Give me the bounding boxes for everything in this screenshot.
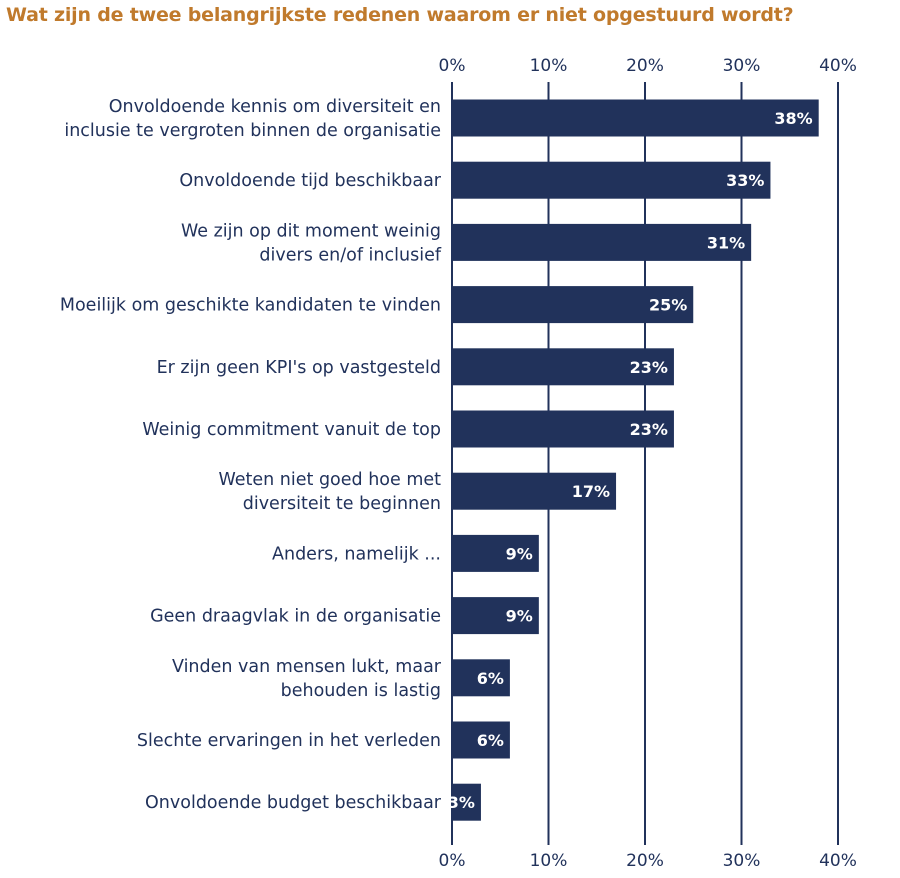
x-tick-label-bottom: 0% bbox=[439, 851, 466, 871]
category-label: Onvoldoende budget beschikbaar bbox=[145, 793, 442, 813]
x-tick-label-bottom: 10% bbox=[530, 851, 568, 871]
x-tick-label-top: 40% bbox=[819, 56, 857, 76]
category-label: Onvoldoende kennis om diversiteit en bbox=[109, 97, 441, 117]
category-label: Onvoldoende tijd beschikbaar bbox=[179, 171, 441, 191]
bar-value-label: 33% bbox=[726, 171, 764, 190]
category-label: inclusie te vergroten binnen de organisa… bbox=[64, 121, 441, 141]
bar bbox=[452, 534, 539, 572]
category-label: divers en/of inclusief bbox=[259, 245, 441, 265]
bar-value-label: 9% bbox=[506, 607, 533, 626]
bar-value-label: 9% bbox=[506, 544, 533, 563]
bar-value-label: 3% bbox=[448, 793, 475, 812]
x-tick-label-top: 10% bbox=[530, 56, 568, 76]
category-label: We zijn op dit moment weinig bbox=[181, 221, 441, 241]
bar-value-label: 6% bbox=[477, 731, 504, 750]
bar bbox=[452, 410, 674, 448]
bar bbox=[452, 721, 510, 759]
bar-value-label: 6% bbox=[477, 669, 504, 688]
category-label: Geen draagvlak in de organisatie bbox=[150, 607, 441, 627]
bar bbox=[452, 99, 819, 137]
bar bbox=[452, 472, 617, 510]
bar-value-label: 17% bbox=[572, 482, 610, 501]
x-tick-label-bottom: 40% bbox=[819, 851, 857, 871]
bar bbox=[452, 597, 539, 635]
category-label: behouden is lastig bbox=[281, 681, 441, 701]
bar bbox=[452, 286, 694, 324]
bar-value-label: 25% bbox=[649, 296, 687, 315]
bar bbox=[452, 223, 752, 261]
bar-value-label: 23% bbox=[630, 420, 668, 439]
category-label: Slechte ervaringen in het verleden bbox=[137, 731, 441, 751]
bar bbox=[452, 161, 771, 199]
x-tick-label-bottom: 20% bbox=[626, 851, 664, 871]
category-label: Vinden van mensen lukt, maar bbox=[172, 657, 442, 677]
x-tick-label-top: 20% bbox=[626, 56, 664, 76]
bar-value-label: 31% bbox=[707, 233, 745, 252]
category-label: Er zijn geen KPI's op vastgesteld bbox=[157, 358, 441, 378]
category-label: Moeilijk om geschikte kandidaten te vind… bbox=[60, 296, 441, 316]
category-label: diversiteit te beginnen bbox=[243, 494, 441, 514]
x-tick-label-top: 0% bbox=[439, 56, 466, 76]
bar bbox=[452, 659, 510, 697]
category-label: Weinig commitment vanuit de top bbox=[142, 420, 441, 440]
category-label: Anders, namelijk ... bbox=[272, 544, 441, 564]
bar bbox=[452, 348, 674, 386]
category-label: Weten niet goed hoe met bbox=[218, 470, 441, 490]
bar-value-label: 23% bbox=[630, 358, 668, 377]
x-tick-label-bottom: 30% bbox=[723, 851, 761, 871]
bar-value-label: 38% bbox=[774, 109, 812, 128]
bar bbox=[452, 783, 481, 821]
chart-title: Wat zijn de twee belangrijkste redenen w… bbox=[6, 4, 794, 26]
x-tick-label-top: 30% bbox=[723, 56, 761, 76]
